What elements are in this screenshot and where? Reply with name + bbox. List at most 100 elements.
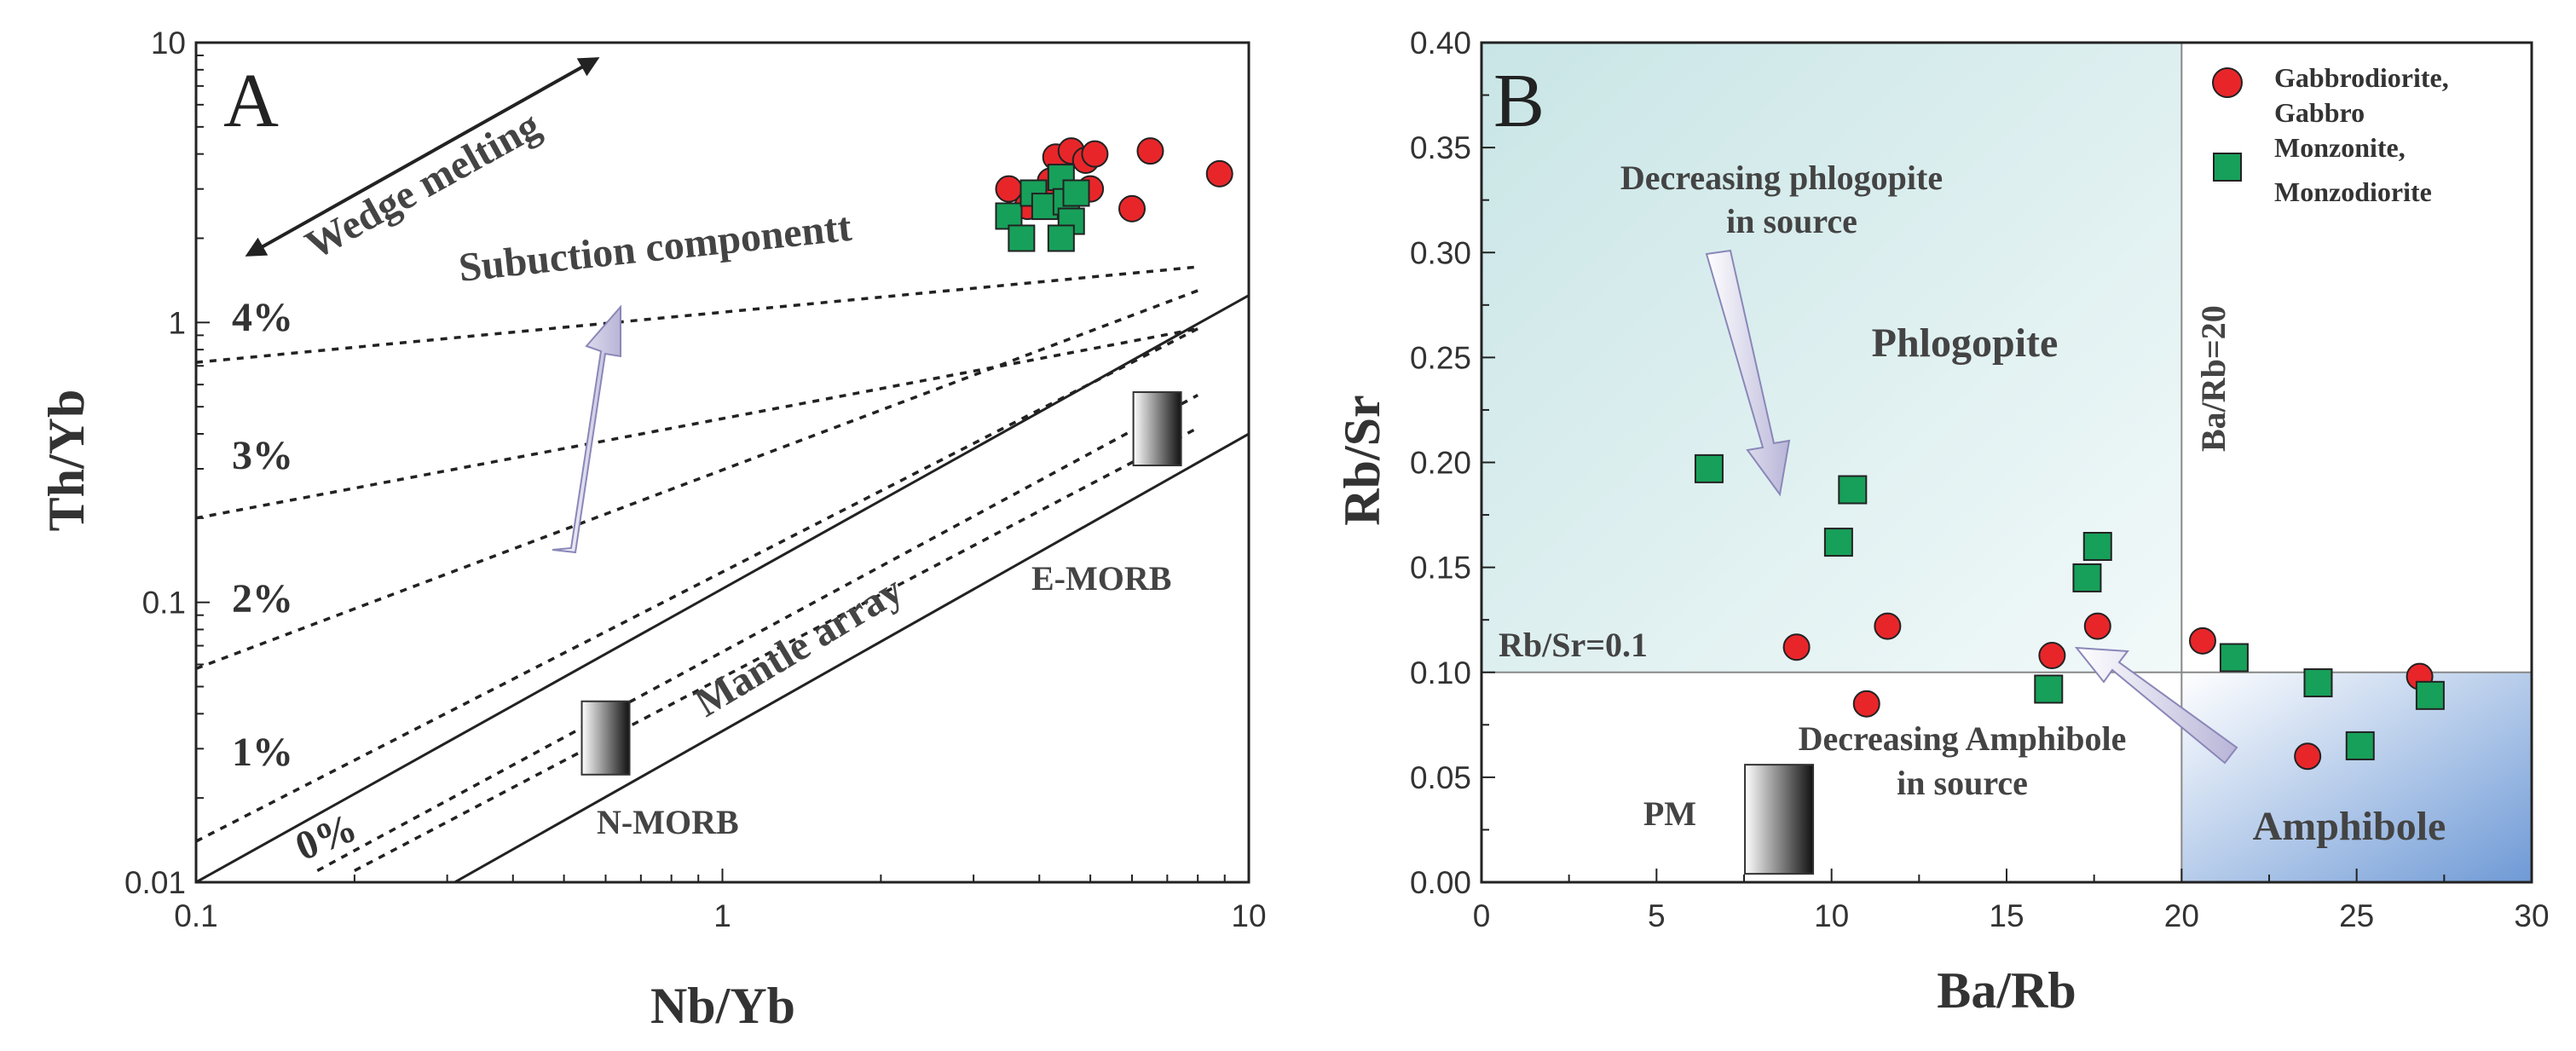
b-x-tick-label: 5	[1648, 898, 1666, 933]
gabbro-point	[1081, 140, 1109, 168]
melting-curve-4	[196, 326, 1198, 520]
b-y-tick-label: 0.20	[1410, 446, 1471, 481]
gabbro-point	[1782, 633, 1811, 661]
pct-0-label: 0%	[289, 805, 363, 869]
pct-2-label: 2%	[232, 576, 293, 621]
gabbro-point	[1874, 612, 1902, 640]
reference-box-pm	[1744, 764, 1815, 875]
panel-b-y-title: Rb/Sr	[1334, 395, 1390, 525]
a-y-tick-label: 1	[168, 305, 186, 340]
b-y-tick-label: 0.05	[1410, 760, 1471, 795]
gabbro-point	[1205, 159, 1233, 188]
gabbro-point	[1136, 137, 1164, 165]
e-morb-label: E-MORB	[1031, 559, 1171, 598]
b-x-tick-label: 15	[1989, 898, 2024, 933]
b-y-tick-label: 0.30	[1410, 235, 1471, 270]
panel-a-points	[995, 137, 1233, 252]
gabbro-point	[2038, 642, 2066, 670]
b-y-tick-label: 0.15	[1410, 551, 1471, 586]
mantle-array-lower-line	[453, 432, 1249, 882]
amphibole-field-label: Amphibole	[2253, 804, 2446, 849]
panel-a-reference-points	[580, 391, 1182, 776]
panel-b-points	[1694, 453, 2445, 771]
legend: Gabbrodiorite, Gabbro Monzonite, Monzodi…	[2212, 62, 2449, 207]
panel-b-fields	[1481, 43, 2532, 882]
b-y-tick-label: 0.35	[1410, 130, 1471, 165]
panel-b-ticks: 0 5 10 15 20 25 30 0.00 0.05 0.10 0.15 0.20 0.25 0.30…	[1410, 26, 2550, 933]
a-y-tick-label: 0.1	[142, 586, 186, 621]
subduction-component-label: Subuction componentt	[457, 205, 854, 291]
legend-gabbro-marker	[2212, 67, 2243, 98]
legend-monzonite-label-line2: Monzodiorite	[2274, 176, 2432, 207]
reference-box-n-morb	[580, 700, 631, 776]
melting-curve-1	[316, 394, 1198, 872]
panel-b-letter: B	[1493, 59, 1545, 143]
melting-curve-0	[354, 426, 1198, 872]
panel-a-x-title: Nb/Yb	[650, 978, 795, 1034]
melting-curve-2	[196, 327, 1198, 843]
legend-gabbro-label-line2: Gabbro	[2274, 97, 2365, 128]
legend-gabbro-label-line1: Gabbrodiorite,	[2274, 62, 2449, 93]
monzonite-point	[2219, 643, 2249, 673]
pct-3-label: 3%	[232, 433, 293, 478]
ba-rb-line-label: Ba/Rb=20	[2194, 305, 2232, 452]
pct-1-label: 1%	[232, 730, 293, 775]
monzonite-point	[2415, 680, 2445, 710]
a-x-tick-label: 1	[713, 898, 731, 933]
monzonite-point	[2345, 731, 2375, 760]
b-y-tick-label: 0.10	[1410, 655, 1471, 690]
gabbro-point	[2083, 612, 2111, 640]
reference-box-e-morb	[1132, 391, 1182, 467]
panel-a-lines	[196, 265, 1249, 882]
pm-label: PM	[1643, 794, 1696, 833]
amphibole-arrow	[2074, 646, 2238, 765]
phlogopite-arrow-label-line1: Decreasing phlogopite	[1620, 159, 1943, 197]
a-y-tick-label: 10	[151, 26, 186, 61]
panel-b-reference-points	[1744, 764, 1815, 875]
panel-a-y-title: Th/Yb	[38, 390, 95, 532]
legend-monzonite-label-line1: Monzonite,	[2274, 132, 2406, 163]
monzonite-point	[2072, 563, 2102, 592]
monzonite-point	[1047, 224, 1075, 252]
phlogopite-field-label: Phlogopite	[1872, 320, 2059, 366]
n-morb-label: N-MORB	[597, 803, 739, 841]
a-x-tick-label: 0.1	[174, 898, 217, 933]
gabbro-point	[2294, 742, 2322, 771]
monzonite-point	[1694, 453, 1724, 483]
subduction-arrow	[552, 304, 621, 554]
panel-b: 0 5 10 15 20 25 30 0.00 0.05 0.10 0.15 0.20 0.25 0.30…	[1334, 26, 2550, 1019]
monzonite-point	[2034, 674, 2064, 704]
a-x-tick-label: 10	[1231, 898, 1266, 933]
a-y-tick-label: 0.01	[124, 865, 186, 900]
b-x-tick-label: 20	[2164, 898, 2199, 933]
b-x-tick-label: 10	[1814, 898, 1849, 933]
monzonite-point	[1838, 475, 1868, 505]
phlogopite-arrow-label-line2: in source	[1726, 202, 1857, 240]
b-y-tick-label: 0.00	[1410, 865, 1471, 900]
monzonite-point	[1823, 528, 1853, 557]
monzonite-point	[2082, 532, 2112, 561]
panel-a-letter: A	[223, 59, 279, 143]
amphibole-arrow-label-line2: in source	[1897, 764, 2028, 802]
b-x-tick-label: 0	[1473, 898, 1491, 933]
b-y-tick-label: 0.40	[1410, 26, 1471, 61]
phlogopite-arrow	[1705, 249, 1791, 497]
legend-monzonite-marker	[2213, 153, 2242, 182]
panel-b-x-title: Ba/Rb	[1937, 962, 2076, 1019]
phlogopite-field	[1481, 43, 2182, 673]
b-y-tick-label: 0.25	[1410, 340, 1471, 375]
monzonite-point	[2303, 668, 2333, 698]
melting-curve-5	[196, 265, 1198, 364]
b-x-tick-label: 30	[2514, 898, 2549, 933]
rb-sr-line-label: Rb/Sr=0.1	[1499, 626, 1648, 664]
monzonite-point	[1008, 224, 1036, 252]
gabbro-point	[2188, 627, 2216, 655]
amphibole-field	[2181, 672, 2532, 882]
b-x-tick-label: 25	[2339, 898, 2374, 933]
pct-4-label: 4%	[232, 295, 293, 340]
melting-curve-3	[196, 289, 1198, 670]
gabbro-point	[1852, 690, 1880, 718]
